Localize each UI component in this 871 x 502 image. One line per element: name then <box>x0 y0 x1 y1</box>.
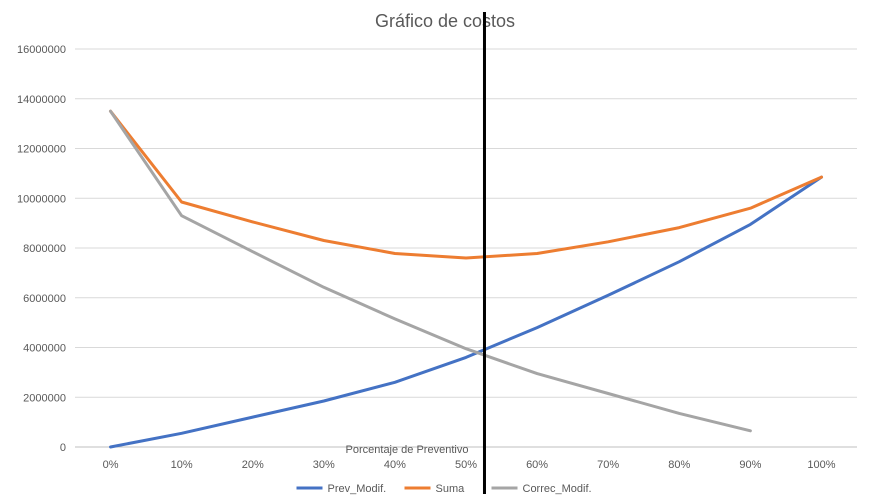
y-tick-label: 14000000 <box>17 94 66 106</box>
x-tick-label: 90% <box>739 459 761 471</box>
y-tick-label: 10000000 <box>17 193 66 205</box>
series-line-prev-modif <box>109 175 823 449</box>
x-tick-label: 0% <box>103 459 119 471</box>
x-tick-label: 60% <box>526 459 548 471</box>
y-tick-label: 16000000 <box>17 44 66 56</box>
series-line-correc-modif <box>109 109 752 433</box>
y-tick-label: 6000000 <box>23 293 66 305</box>
y-tick-label: 8000000 <box>23 243 66 255</box>
y-axis-ticks: 0 2000000 4000000 6000000 8000000 10000000 120… <box>17 44 66 454</box>
x-axis-ticks: 0% 10% 20% 30% 40% 50% 60% 70% 80% 90% 100% <box>103 459 836 471</box>
y-tick-label: 0 <box>60 442 66 454</box>
legend: Prev_Modif. Suma Correc_Modif. <box>296 483 592 495</box>
y-tick-label: 4000000 <box>23 343 66 355</box>
y-tick-label: 2000000 <box>23 392 66 404</box>
series-lines <box>109 109 823 449</box>
legend-label-suma: Suma <box>436 483 466 495</box>
x-tick-label: 40% <box>384 459 406 471</box>
x-tick-label: 50% <box>455 459 477 471</box>
x-tick-label: 30% <box>313 459 335 471</box>
x-tick-label: 20% <box>242 459 264 471</box>
chart-title: Gráfico de costos <box>375 11 515 31</box>
y-tick-label: 12000000 <box>17 144 66 156</box>
x-tick-label: 100% <box>807 459 835 471</box>
x-tick-label: 80% <box>668 459 690 471</box>
legend-label-correc-modif: Correc_Modif. <box>523 483 592 495</box>
x-tick-label: 70% <box>597 459 619 471</box>
legend-label-prev-modif: Prev_Modif. <box>328 483 387 495</box>
x-tick-label: 10% <box>171 459 193 471</box>
gridlines <box>75 48 857 448</box>
x-axis-label: Porcentaje de Preventivo <box>346 444 469 456</box>
series-line-suma <box>109 109 823 260</box>
